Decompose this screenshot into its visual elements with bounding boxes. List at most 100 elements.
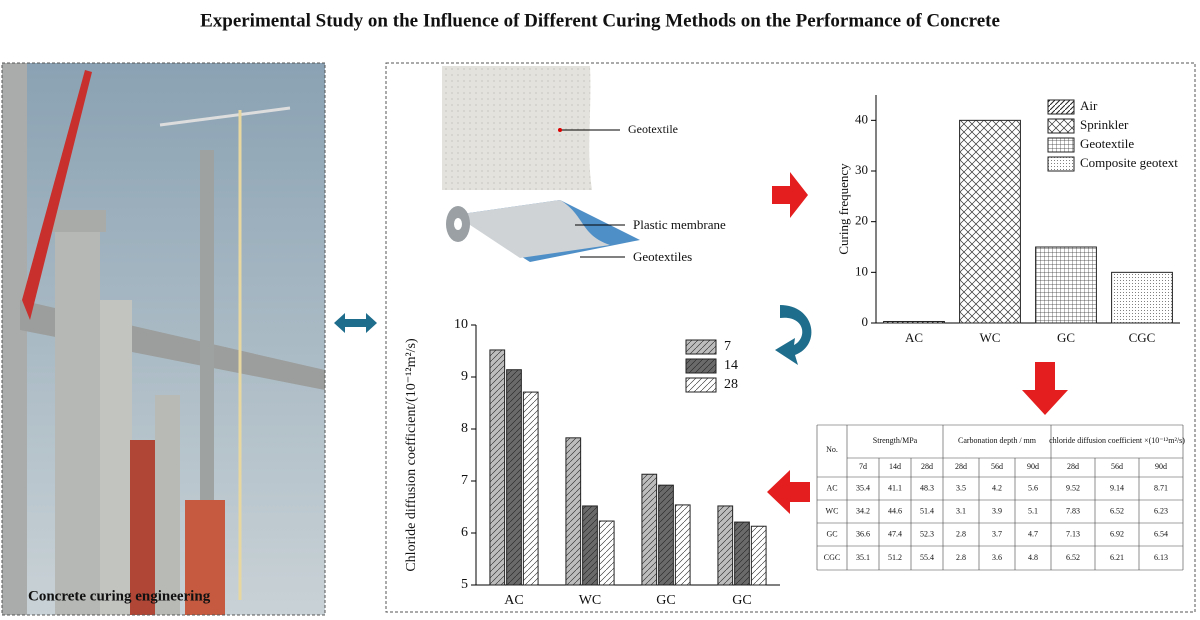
arrow bbox=[1022, 362, 1068, 415]
y-tick-label: 10 bbox=[454, 317, 468, 332]
table-cell: 6.52 bbox=[1066, 553, 1080, 562]
table-cell: 7.83 bbox=[1066, 506, 1080, 515]
table-cell: AC bbox=[826, 483, 837, 492]
table-cell: GC bbox=[826, 529, 837, 538]
y-tick-label: 6 bbox=[461, 525, 468, 540]
table-cell: 4.2 bbox=[992, 483, 1002, 492]
y-tick-label: 30 bbox=[855, 162, 868, 177]
figure-title: Experimental Study on the Influence of D… bbox=[200, 10, 1000, 31]
table-cell: 4.7 bbox=[1028, 529, 1038, 538]
bar bbox=[959, 119, 1021, 324]
legend-label: 14 bbox=[724, 358, 738, 373]
table-cell: 48.3 bbox=[920, 483, 934, 492]
table-subheader: 90d bbox=[1027, 462, 1039, 471]
legend-label: Geotextile bbox=[1080, 136, 1134, 151]
legend-label: Air bbox=[1080, 98, 1098, 113]
table-cell: 55.4 bbox=[920, 553, 934, 562]
table-cell: 41.1 bbox=[888, 483, 902, 492]
legend-swatch bbox=[1047, 156, 1075, 172]
table-header: chloride diffusion coefficient ×(10⁻¹²m²… bbox=[1049, 436, 1185, 445]
table-subheader: 28d bbox=[955, 462, 967, 471]
x-tick-label: GC bbox=[732, 593, 751, 608]
table-subheader: 56d bbox=[991, 462, 1003, 471]
bar bbox=[1035, 246, 1097, 324]
table-subheader: 90d bbox=[1155, 462, 1167, 471]
bar-hatch bbox=[675, 504, 691, 585]
legend-swatch bbox=[1047, 118, 1075, 134]
table-cell: 3.7 bbox=[992, 529, 1002, 538]
legend-swatch bbox=[1047, 99, 1075, 115]
table-cell: 4.8 bbox=[1028, 553, 1038, 562]
y-tick-label: 20 bbox=[855, 213, 868, 228]
x-tick-label: GC bbox=[656, 593, 675, 608]
table-cell: 44.6 bbox=[888, 506, 902, 515]
bar-hatch bbox=[751, 526, 767, 585]
legend-label: Composite geotext bbox=[1080, 155, 1178, 170]
table-cell: 52.3 bbox=[920, 529, 934, 538]
bar-hatch bbox=[599, 521, 615, 585]
table-header: Strength/MPa bbox=[873, 436, 918, 445]
bar-hatch bbox=[641, 474, 657, 585]
table-cell: 6.21 bbox=[1110, 553, 1124, 562]
geotextile-diagram bbox=[442, 66, 640, 262]
table-cell: 8.71 bbox=[1154, 483, 1168, 492]
table-cell: 3.6 bbox=[992, 553, 1002, 562]
bar bbox=[1111, 271, 1173, 324]
y-tick-label: 5 bbox=[461, 577, 468, 592]
table-cell: 3.1 bbox=[956, 506, 966, 515]
y-tick-label: 8 bbox=[461, 421, 468, 436]
table-subheader: 28d bbox=[1067, 462, 1079, 471]
diagram-label: Plastic membrane bbox=[633, 217, 726, 232]
photo: Concrete curing engineering bbox=[1, 62, 326, 616]
table-cell: 9.14 bbox=[1110, 483, 1124, 492]
table-cell: 2.8 bbox=[956, 553, 966, 562]
table-cell: 6.23 bbox=[1154, 506, 1168, 515]
table-subheader: 28d bbox=[921, 462, 933, 471]
x-tick-label: AC bbox=[504, 593, 523, 608]
table-cell: 5.6 bbox=[1028, 483, 1038, 492]
bar-hatch bbox=[734, 522, 750, 585]
arrow bbox=[767, 470, 810, 514]
bar-hatch bbox=[506, 369, 522, 585]
table-subheader: 56d bbox=[1111, 462, 1123, 471]
x-tick-label: GC bbox=[1057, 330, 1075, 345]
table-cell: 7.13 bbox=[1066, 529, 1080, 538]
table-cell: 3.9 bbox=[992, 506, 1002, 515]
x-tick-label: WC bbox=[980, 330, 1001, 345]
photo-caption: Concrete curing engineering bbox=[28, 588, 211, 604]
table-cell: 5.1 bbox=[1028, 506, 1038, 515]
table-cell: 9.52 bbox=[1066, 483, 1080, 492]
diagram-label: Geotextile bbox=[628, 122, 678, 136]
table-subheader: 7d bbox=[859, 462, 867, 471]
y-tick-label: 40 bbox=[855, 111, 868, 126]
table-cell: 35.1 bbox=[856, 553, 870, 562]
bar-hatch bbox=[717, 505, 733, 585]
table-cell: CGC bbox=[824, 553, 840, 562]
legend-hatch bbox=[686, 359, 716, 373]
x-tick-label: CGC bbox=[1129, 330, 1156, 345]
table-cell: WC bbox=[826, 506, 839, 515]
legend-hatch bbox=[686, 378, 716, 392]
bar-hatch bbox=[489, 349, 505, 585]
x-tick-label: AC bbox=[905, 330, 923, 345]
table-cell: 35.4 bbox=[856, 483, 870, 492]
bar-hatch bbox=[565, 437, 581, 585]
panel bbox=[385, 62, 1196, 613]
table-cell: 36.6 bbox=[856, 529, 870, 538]
table-cell: 3.5 bbox=[956, 483, 966, 492]
y-tick-label: 7 bbox=[461, 473, 468, 488]
table-cell: 6.13 bbox=[1154, 553, 1168, 562]
table-cell: 51.2 bbox=[888, 553, 902, 562]
bar-hatch bbox=[658, 485, 674, 585]
table-cell: 2.8 bbox=[956, 529, 966, 538]
table-cell: 6.92 bbox=[1110, 529, 1124, 538]
double-arrow bbox=[334, 313, 377, 333]
y-tick-label: 10 bbox=[855, 263, 868, 278]
table-cell: 6.52 bbox=[1110, 506, 1124, 515]
x-tick-label: WC bbox=[579, 593, 602, 608]
table-header: No. bbox=[826, 445, 838, 454]
arrow bbox=[772, 172, 808, 218]
y-axis-label: Curing frequency bbox=[836, 163, 851, 255]
bar-hatch bbox=[523, 392, 539, 585]
